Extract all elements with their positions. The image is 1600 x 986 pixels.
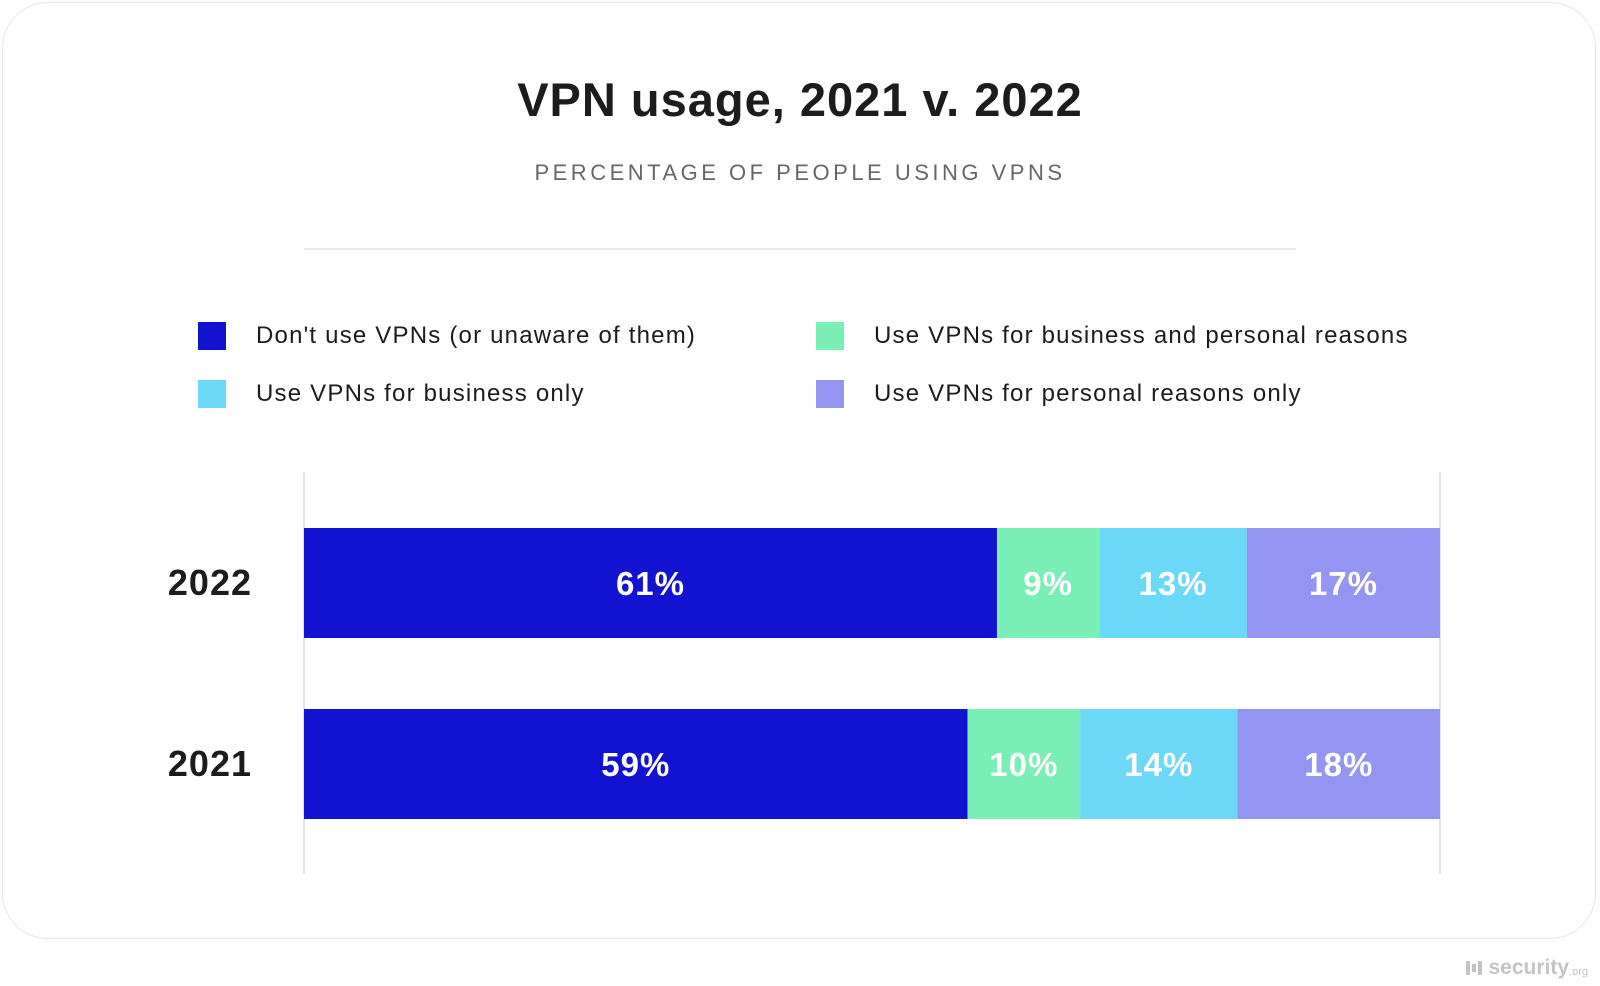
category-label-2021: 2021 bbox=[168, 743, 252, 784]
legend-label: Use VPNs for business and personal reaso… bbox=[874, 322, 1409, 349]
legend-swatch bbox=[198, 380, 226, 408]
title-divider bbox=[304, 248, 1296, 250]
legend-label: Don't use VPNs (or unaware of them) bbox=[256, 322, 697, 349]
legend-swatch bbox=[816, 380, 844, 408]
legend-swatch bbox=[816, 322, 844, 350]
category-label-2022: 2022 bbox=[168, 562, 252, 603]
legend-item-business-and-personal: Use VPNs for business and personal reaso… bbox=[816, 316, 1409, 356]
bar-segment-2022-s0 bbox=[304, 528, 997, 638]
data-label-2021-s2: 14% bbox=[1124, 746, 1193, 783]
data-label-2022-s3: 17% bbox=[1309, 565, 1378, 602]
bar-segment-2022-s1 bbox=[996, 528, 1100, 638]
data-label-2022-s2: 13% bbox=[1139, 565, 1208, 602]
bar-segment-2021-s0 bbox=[304, 709, 968, 819]
data-label-2021-s1: 10% bbox=[989, 746, 1058, 783]
chart-subtitle: PERCENTAGE OF PEOPLE USING VPNS bbox=[534, 160, 1066, 185]
data-label-2022-s1: 9% bbox=[1023, 565, 1073, 602]
chart-title: VPN usage, 2021 v. 2022 bbox=[517, 73, 1083, 126]
watermark-suffix: .org bbox=[1569, 966, 1588, 978]
legend-item-dont-use: Don't use VPNs (or unaware of them) bbox=[198, 316, 696, 356]
legend-label: Use VPNs for business only bbox=[256, 380, 585, 407]
data-label-2021-s0: 59% bbox=[601, 746, 670, 783]
legend-item-personal-only: Use VPNs for personal reasons only bbox=[816, 374, 1302, 414]
watermark: security .org bbox=[1464, 956, 1588, 980]
bar-segment-2021-s2 bbox=[1080, 709, 1238, 819]
legend-swatch bbox=[198, 322, 226, 350]
data-label-2021-s3: 18% bbox=[1304, 746, 1373, 783]
legend-label: Use VPNs for personal reasons only bbox=[874, 380, 1302, 407]
legend-item-business-only: Use VPNs for business only bbox=[198, 374, 585, 414]
data-label-2022-s0: 61% bbox=[616, 565, 685, 602]
watermark-brand: security bbox=[1488, 956, 1570, 979]
bar-segment-2021-s3 bbox=[1237, 709, 1440, 819]
bar-segment-2021-s1 bbox=[967, 709, 1081, 819]
bar-segment-2022-s2 bbox=[1099, 528, 1247, 638]
security-logo-icon bbox=[1466, 961, 1483, 975]
bar-segment-2022-s3 bbox=[1246, 528, 1440, 638]
